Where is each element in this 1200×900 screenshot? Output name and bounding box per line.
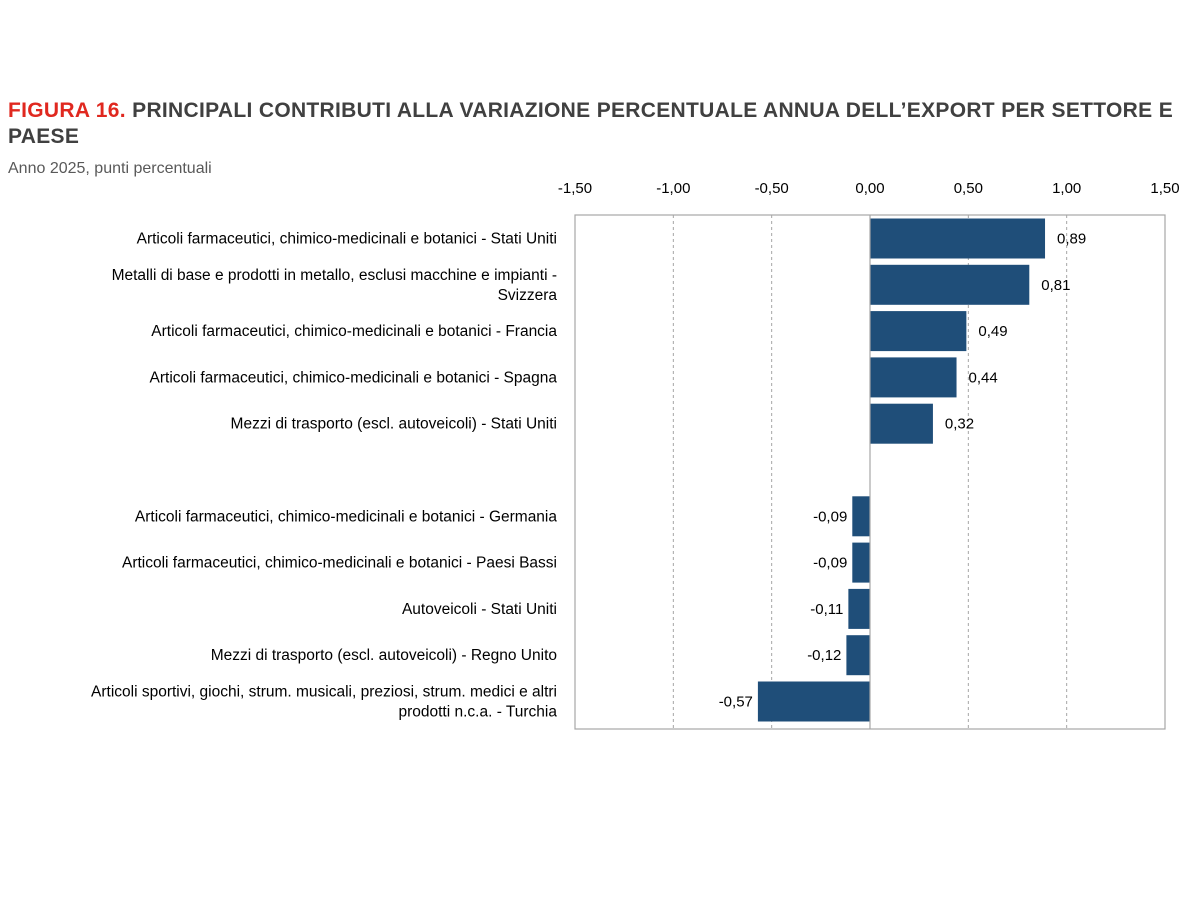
data-label: 0,89 [1057,231,1086,248]
category-label: Metalli di base e prodotti in metallo, e… [112,267,557,284]
category-label: Svizzera [498,287,558,304]
bar [852,542,870,583]
bar [870,357,957,398]
data-label: 0,49 [978,323,1007,340]
bar [848,588,870,629]
category-label: Articoli farmaceutici, chimico-medicinal… [151,323,557,340]
x-tick-label: 0,00 [855,180,884,197]
figure-title: FIGURA 16. PRINCIPALI CONTRIBUTI ALLA VA… [8,98,1173,150]
category-label: Articoli farmaceutici, chimico-medicinal… [135,508,557,525]
data-label: -0,57 [719,694,753,711]
figure-subtitle: Anno 2025, punti percentuali [8,160,212,177]
bar [757,681,870,722]
data-label: -0,09 [813,555,847,572]
x-tick-label: 0,50 [954,180,983,197]
bar [870,264,1030,305]
category-label: Articoli farmaceutici, chimico-medicinal… [122,555,557,572]
bar [852,496,870,537]
figure-label: FIGURA 16. [8,99,126,122]
x-tick-label: 1,50 [1150,180,1179,197]
data-label: -0,09 [813,508,847,525]
x-tick-label: 1,00 [1052,180,1081,197]
category-label: Articoli sportivi, giochi, strum. musica… [91,684,557,701]
bar [846,635,870,676]
data-label: 0,81 [1041,277,1070,294]
category-label: Mezzi di trasporto (escl. autoveicoli) -… [211,647,557,664]
category-label: prodotti n.c.a. - Turchia [398,704,557,721]
category-label: Articoli farmaceutici, chimico-medicinal… [150,369,558,386]
bar [870,218,1046,259]
category-label: Autoveicoli - Stati Uniti [402,601,557,618]
data-label: 0,32 [945,416,974,433]
data-label: -0,11 [810,601,843,618]
category-label: Mezzi di trasporto (escl. autoveicoli) -… [231,416,557,433]
x-tick-label: -1,50 [558,180,592,197]
category-label: Articoli farmaceutici, chimico-medicinal… [137,231,557,248]
x-tick-label: -0,50 [755,180,789,197]
figure-title-text: PRINCIPALI CONTRIBUTI ALLA VARIAZIONE PE… [8,99,1173,148]
data-label: 0,44 [969,369,998,386]
data-label: -0,12 [807,647,841,664]
bar [870,403,933,444]
bar [870,311,967,352]
x-tick-label: -1,00 [656,180,690,197]
